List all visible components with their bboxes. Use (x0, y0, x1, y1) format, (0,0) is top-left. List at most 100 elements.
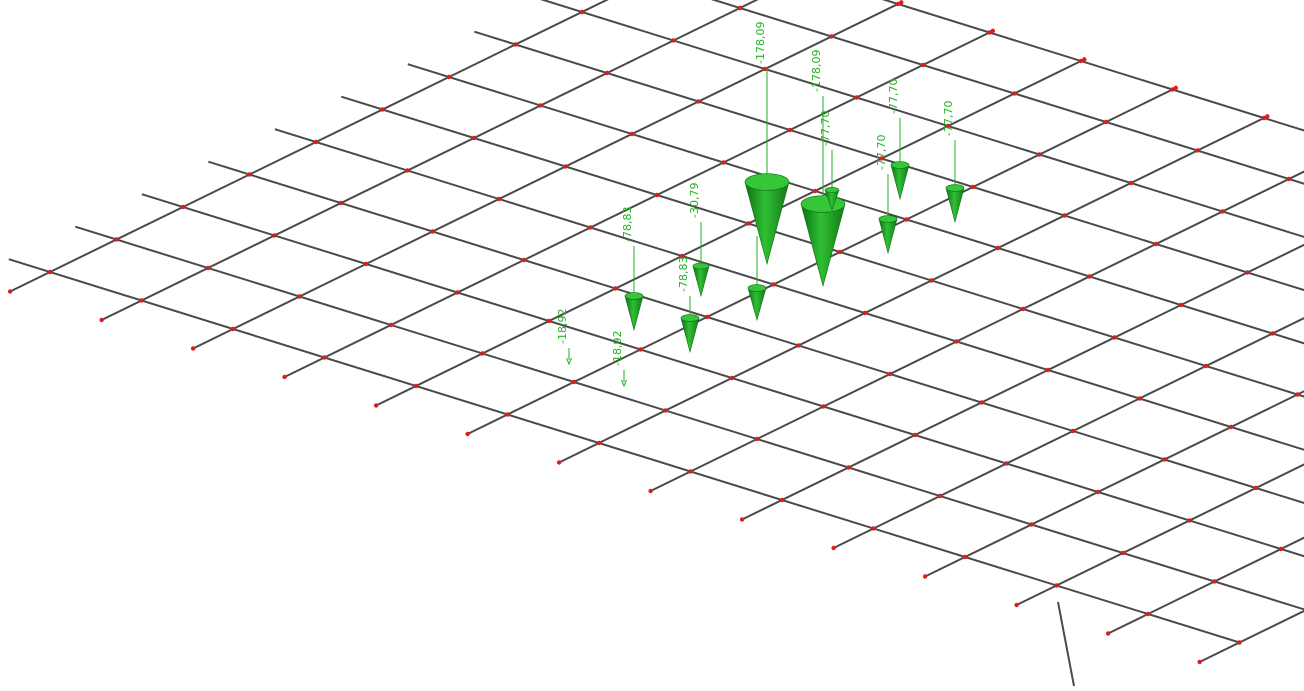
node-point[interactable] (1162, 457, 1166, 461)
node-point[interactable] (929, 278, 933, 282)
node-point[interactable] (1129, 181, 1133, 185)
node-point[interactable] (538, 103, 542, 107)
node-point[interactable] (979, 400, 983, 404)
node-point[interactable] (455, 290, 459, 294)
node-point[interactable] (605, 71, 609, 75)
node-point[interactable] (854, 95, 858, 99)
node-point[interactable] (888, 372, 892, 376)
node-point[interactable] (871, 526, 875, 530)
node-point[interactable] (339, 201, 343, 205)
load-arrow[interactable]: -77,70 (887, 79, 909, 199)
node-point[interactable] (430, 229, 434, 233)
node-point[interactable] (838, 250, 842, 254)
node-point[interactable] (655, 193, 659, 197)
node-point[interactable] (1174, 86, 1178, 90)
node-point[interactable] (1082, 57, 1086, 61)
node-point[interactable] (447, 75, 451, 79)
node-point[interactable] (322, 355, 326, 359)
node-point[interactable] (1237, 640, 1241, 644)
node-point[interactable] (563, 164, 567, 168)
load-arrow[interactable]: -78,83 (621, 207, 643, 330)
node-point[interactable] (572, 380, 576, 384)
node-point[interactable] (1046, 368, 1050, 372)
node-point[interactable] (99, 318, 103, 322)
load-arrow[interactable]: -77,70 (819, 111, 839, 210)
node-point[interactable] (8, 289, 12, 293)
node-point[interactable] (513, 42, 517, 46)
node-point[interactable] (755, 437, 759, 441)
node-point[interactable] (389, 323, 393, 327)
node-point[interactable] (247, 172, 251, 176)
node-point[interactable] (846, 465, 850, 469)
node-point[interactable] (1029, 522, 1033, 526)
node-point[interactable] (996, 246, 1000, 250)
node-point[interactable] (1245, 270, 1249, 274)
node-point[interactable] (913, 433, 917, 437)
node-point[interactable] (597, 441, 601, 445)
node-point[interactable] (923, 574, 927, 578)
node-point[interactable] (181, 205, 185, 209)
node-point[interactable] (1229, 425, 1233, 429)
node-point[interactable] (1037, 152, 1041, 156)
node-point[interactable] (746, 221, 750, 225)
node-point[interactable] (671, 38, 675, 42)
node-point[interactable] (282, 375, 286, 379)
node-point[interactable] (721, 160, 725, 164)
node-point[interactable] (1179, 303, 1183, 307)
node-point[interactable] (813, 189, 817, 193)
node-point[interactable] (272, 233, 276, 237)
node-point[interactable] (1021, 307, 1025, 311)
load-arrow[interactable]: -30,79 (688, 183, 709, 296)
node-point[interactable] (114, 237, 118, 241)
node-point[interactable] (465, 432, 469, 436)
node-point[interactable] (991, 29, 995, 33)
node-point[interactable] (780, 498, 784, 502)
node-point[interactable] (547, 319, 551, 323)
node-point[interactable] (1265, 114, 1269, 118)
node-point[interactable] (472, 136, 476, 140)
node-point[interactable] (738, 6, 742, 10)
node-point[interactable] (648, 489, 652, 493)
node-point[interactable] (904, 217, 908, 221)
node-point[interactable] (688, 469, 692, 473)
node-point[interactable] (1270, 331, 1274, 335)
node-point[interactable] (1220, 209, 1224, 213)
node-point[interactable] (414, 384, 418, 388)
node-point[interactable] (1254, 486, 1258, 490)
node-point[interactable] (730, 376, 734, 380)
node-point[interactable] (831, 546, 835, 550)
node-point[interactable] (497, 197, 501, 201)
node-point[interactable] (1054, 583, 1058, 587)
node-point[interactable] (1004, 461, 1008, 465)
node-point[interactable] (297, 294, 301, 298)
node-point[interactable] (1195, 148, 1199, 152)
node-point[interactable] (314, 140, 318, 144)
node-point[interactable] (613, 286, 617, 290)
node-point[interactable] (963, 555, 967, 559)
node-point[interactable] (638, 347, 642, 351)
node-point[interactable] (771, 282, 775, 286)
node-point[interactable] (588, 225, 592, 229)
node-point[interactable] (921, 63, 925, 67)
node-point[interactable] (522, 258, 526, 262)
node-point[interactable] (821, 404, 825, 408)
node-point[interactable] (954, 339, 958, 343)
node-point[interactable] (1154, 242, 1158, 246)
node-point[interactable] (740, 517, 744, 521)
node-point[interactable] (557, 460, 561, 464)
node-point[interactable] (48, 270, 52, 274)
node-point[interactable] (663, 408, 667, 412)
node-point[interactable] (705, 315, 709, 319)
node-point[interactable] (580, 10, 584, 14)
node-point[interactable] (630, 132, 634, 136)
node-point[interactable] (788, 128, 792, 132)
node-point[interactable] (1197, 660, 1201, 664)
node-point[interactable] (1106, 631, 1110, 635)
node-point[interactable] (206, 266, 210, 270)
node-point[interactable] (1014, 603, 1018, 607)
node-point[interactable] (1146, 612, 1150, 616)
node-point[interactable] (1096, 490, 1100, 494)
node-point[interactable] (480, 351, 484, 355)
